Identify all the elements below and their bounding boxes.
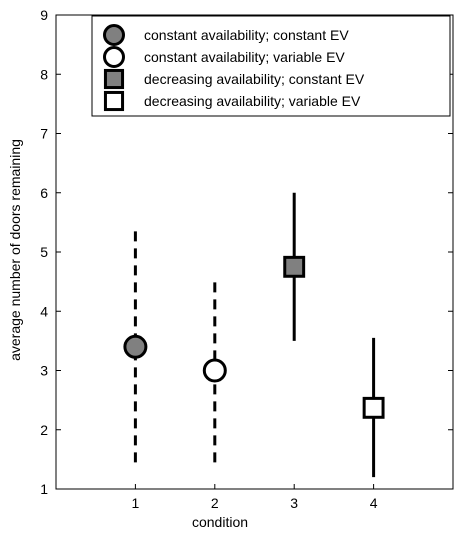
x-tick-label: 4 — [370, 495, 378, 511]
legend-marker-3 — [103, 68, 125, 90]
y-axis-label: average number of doors remaining — [7, 139, 23, 361]
y-tick-label: 2 — [40, 422, 48, 438]
legend-marker-4 — [103, 90, 125, 112]
x-axis-label: condition — [192, 514, 248, 530]
x-tick-label: 3 — [290, 495, 298, 511]
axes: 1 2 3 4 5 6 7 8 9 1 2 3 4 — [40, 7, 454, 511]
data-point-1 — [123, 334, 148, 359]
data-point-2 — [202, 358, 227, 383]
legend-label-1: constant availability; constant EV — [144, 27, 349, 43]
y-tick-label: 4 — [40, 303, 48, 319]
y-tick-label: 8 — [40, 66, 48, 82]
legend-box — [91, 15, 451, 117]
data-point-3 — [283, 255, 306, 278]
error-bars — [133, 192, 376, 478]
y-tick-label: 1 — [40, 481, 48, 497]
legend: constant availability; constant EV consta… — [91, 15, 451, 117]
legend-marker-1 — [103, 24, 125, 46]
y-tick-label: 7 — [40, 126, 48, 142]
x-tick-label: 2 — [211, 495, 219, 511]
legend-label-3: decreasing availability; constant EV — [144, 71, 365, 87]
x-tick-label: 1 — [132, 495, 140, 511]
y-tick-label: 3 — [40, 363, 48, 379]
y-tick-label: 5 — [40, 244, 48, 260]
legend-label-2: constant availability; variable EV — [144, 49, 345, 65]
data-markers — [123, 255, 385, 419]
y-tick-label: 6 — [40, 185, 48, 201]
legend-marker-2 — [103, 46, 125, 68]
data-point-4 — [362, 396, 385, 419]
legend-label-4: decreasing availability; variable EV — [144, 93, 361, 109]
y-tick-label: 9 — [40, 7, 48, 23]
